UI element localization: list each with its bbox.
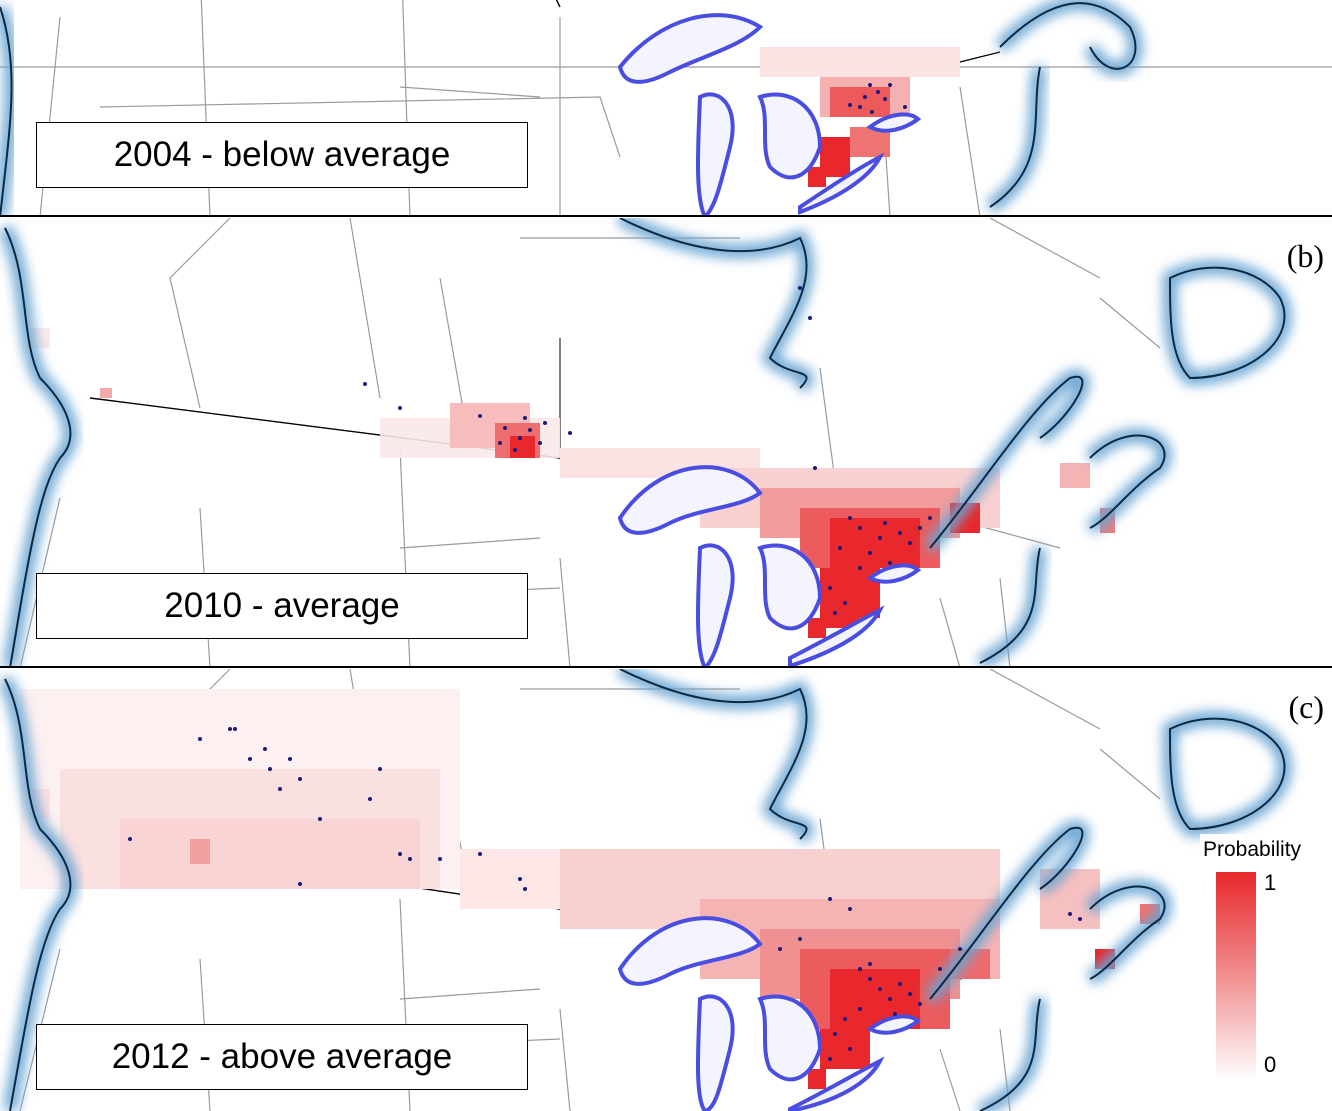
great-lakes — [617, 13, 922, 215]
panel-letter: (b) — [1286, 238, 1324, 274]
great-lakes — [617, 916, 922, 1111]
occurrence-points — [848, 83, 907, 114]
occurrence-points — [363, 286, 932, 615]
map-panel-2012: (c) 2012 - above average — [0, 669, 1332, 1111]
legend-title: Probability — [1203, 838, 1302, 861]
legend-color-bar — [1216, 872, 1256, 1080]
map-canvas — [0, 218, 1292, 666]
panel-label: 2010 - average — [36, 573, 528, 639]
panel-label: 2012 - above average — [36, 1024, 528, 1090]
national-border — [555, 0, 561, 8]
occurrence-points — [128, 727, 1082, 1061]
coastline — [0, 0, 1143, 215]
map-canvas — [0, 0, 1332, 215]
panel-letter: (c) — [1288, 689, 1324, 725]
legend-max-label: 1 — [1264, 870, 1277, 895]
probability-legend: Probability 1 0 — [1200, 834, 1332, 1084]
map-canvas — [0, 669, 1292, 1111]
panel-label: 2004 - below average — [36, 122, 528, 188]
great-lakes — [617, 465, 922, 666]
map-panel-2004: 2004 - below average — [0, 0, 1332, 217]
map-panel-2010: (b) 2010 - average — [0, 218, 1332, 668]
coastline — [0, 669, 1292, 1111]
legend-min-label: 0 — [1264, 1052, 1277, 1077]
coastline — [0, 218, 1292, 666]
probability-cells — [760, 47, 960, 187]
